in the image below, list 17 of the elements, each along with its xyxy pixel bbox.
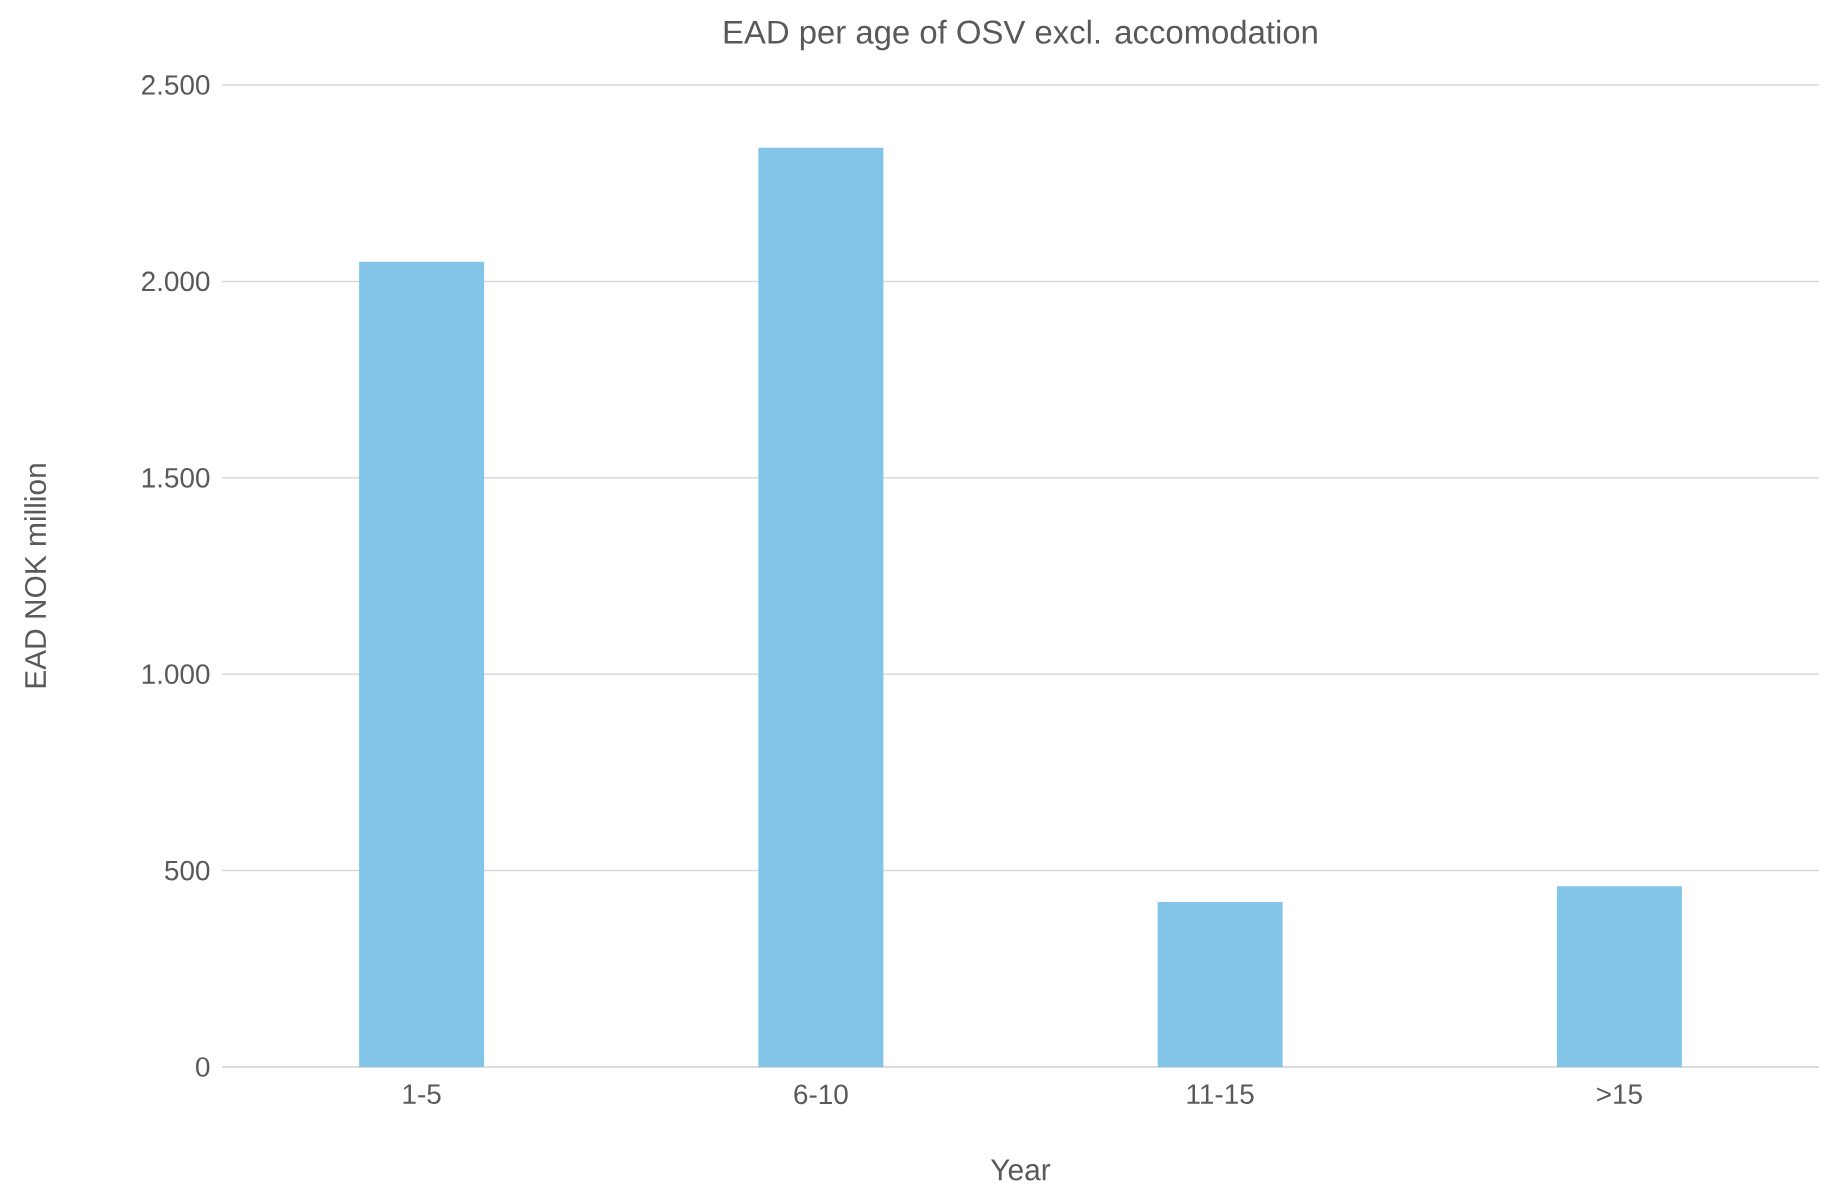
bar	[1157, 902, 1283, 1067]
bar	[359, 261, 485, 1067]
y-tick-label: 500	[165, 860, 210, 881]
x-axis-title: Year	[990, 1159, 1051, 1181]
x-tick-label: >15	[1597, 1084, 1642, 1104]
bar	[1556, 886, 1682, 1067]
y-tick-label: 2.500	[142, 75, 210, 95]
y-tick-label: 1.500	[142, 467, 210, 488]
x-tick-label: 6-10	[794, 1084, 848, 1105]
y-tick-label: 0	[196, 1057, 210, 1077]
y-tick-label: 2.000	[142, 271, 210, 292]
y-axis-title: EAD NOK million	[24, 464, 47, 688]
x-tick-label: 11-15	[1187, 1084, 1254, 1104]
x-tick-label: 1-5	[403, 1084, 441, 1104]
chart-title: EAD per age of OSV excl. accomodation	[724, 19, 1317, 51]
bar	[758, 147, 884, 1067]
y-tick-label: 1.000	[142, 664, 210, 685]
